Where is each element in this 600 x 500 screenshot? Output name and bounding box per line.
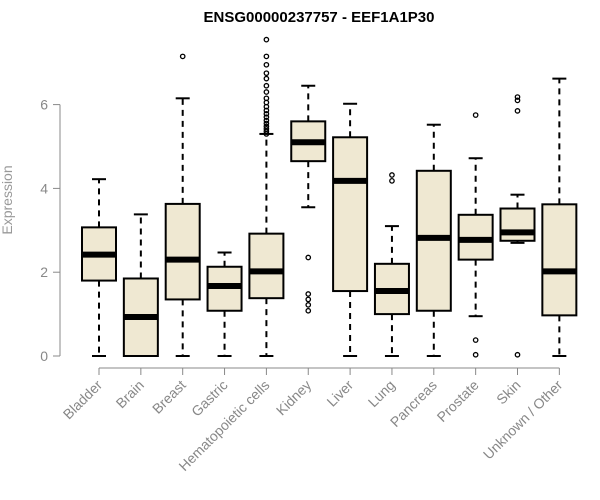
outlier-point: [263, 117, 270, 124]
box-gastric: [206, 251, 243, 357]
box-bladder: [81, 178, 117, 357]
x-tick-label: Kidney: [273, 377, 315, 419]
iqr-box: [248, 232, 285, 300]
outlier-point: [305, 307, 312, 314]
box-hematopoietic-cells: [248, 36, 285, 357]
box-prostate: [457, 112, 494, 358]
outlier-point: [514, 108, 521, 114]
x-tick-label: Bladder: [60, 377, 106, 423]
outlier-point: [305, 254, 312, 261]
outlier-point: [263, 53, 270, 60]
chart-title: ENSG00000237757 - EEF1A1P30: [204, 9, 435, 26]
y-tick-label: 6: [40, 97, 48, 113]
x-tick-label: Breast: [149, 377, 189, 417]
outlier-point: [305, 296, 312, 303]
outlier-point: [263, 114, 270, 121]
x-tick-label: Prostate: [434, 377, 482, 425]
x-tick-label: Unknown / Other: [480, 377, 566, 463]
outlier-point: [472, 351, 479, 358]
outlier-point: [263, 89, 270, 95]
x-tick-label: Pancreas: [387, 377, 440, 430]
box-pancreas: [415, 123, 452, 357]
outlier-point: [263, 70, 270, 77]
outlier-point: [263, 123, 270, 130]
outlier-point: [263, 75, 270, 82]
x-tick-label: Liver: [323, 377, 356, 410]
y-axis: 0 2 4 6: [40, 97, 61, 364]
x-tick-label: Skin: [493, 377, 524, 408]
x-tick-label: Lung: [365, 377, 398, 410]
outlier-point: [179, 53, 186, 60]
outlier-point: [389, 172, 395, 178]
box-kidney: [290, 84, 327, 314]
outlier-point: [263, 36, 270, 43]
box-unknown-other: [541, 77, 578, 357]
y-tick-label: 2: [40, 264, 48, 280]
box-breast: [164, 53, 201, 357]
outlier-point: [472, 112, 479, 118]
y-tick-label: 0: [40, 348, 48, 364]
outlier-point: [305, 302, 312, 308]
outlier-point: [263, 61, 270, 68]
iqr-box: [541, 203, 578, 317]
outlier-point: [263, 95, 270, 102]
x-tick-label: Brain: [113, 377, 147, 411]
outlier-point: [472, 337, 479, 343]
outlier-point: [263, 82, 270, 89]
boxes-group: [81, 36, 578, 358]
iqr-box: [499, 207, 536, 242]
outlier-point: [263, 110, 270, 117]
outlier-point: [389, 178, 395, 184]
outlier-point: [263, 120, 270, 127]
iqr-box: [332, 136, 369, 293]
outlier-point: [514, 97, 521, 104]
box-liver: [332, 102, 369, 357]
outlier-point: [514, 351, 521, 358]
box-lung: [373, 172, 410, 357]
y-tick-label: 4: [40, 180, 48, 196]
outlier-point: [514, 94, 521, 100]
box-skin: [499, 94, 536, 358]
y-axis-label: Expression: [0, 165, 15, 234]
outlier-point: [263, 126, 270, 132]
outlier-point: [305, 291, 312, 297]
iqr-box: [164, 202, 201, 301]
box-brain: [122, 213, 159, 357]
